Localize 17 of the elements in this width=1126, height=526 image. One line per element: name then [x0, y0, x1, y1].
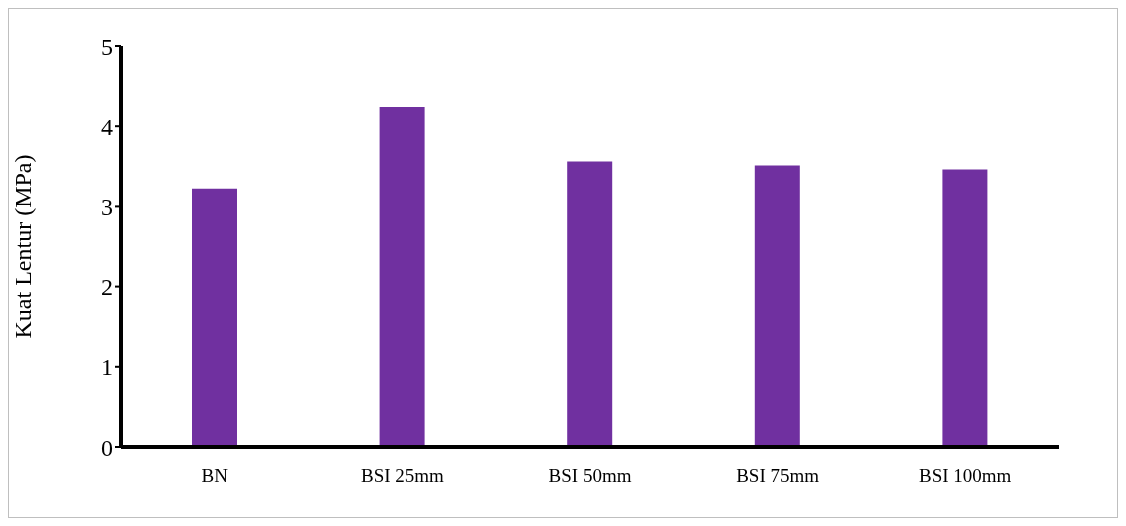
y-tick-label: 1 — [101, 354, 113, 381]
bar — [942, 169, 988, 447]
bar — [192, 188, 237, 447]
y-tick-label: 0 — [101, 434, 113, 461]
y-axis-title: Kuat Lentur (MPa) — [9, 154, 36, 339]
bar — [379, 106, 425, 447]
x-tick-label: BSI 25mm — [360, 465, 445, 487]
y-tick-label: 2 — [101, 274, 113, 301]
bar — [754, 165, 800, 447]
x-tick-label: BSI 50mm — [548, 465, 632, 487]
y-tick-label: 4 — [101, 113, 113, 140]
x-tick-label: BN — [201, 465, 229, 487]
x-tick-label: BSI 100mm — [919, 465, 1012, 487]
x-tick-label: BSI 75mm — [736, 465, 820, 487]
bar — [567, 161, 613, 447]
y-tick-label: 3 — [101, 193, 113, 220]
y-tick-label: 5 — [101, 33, 113, 60]
